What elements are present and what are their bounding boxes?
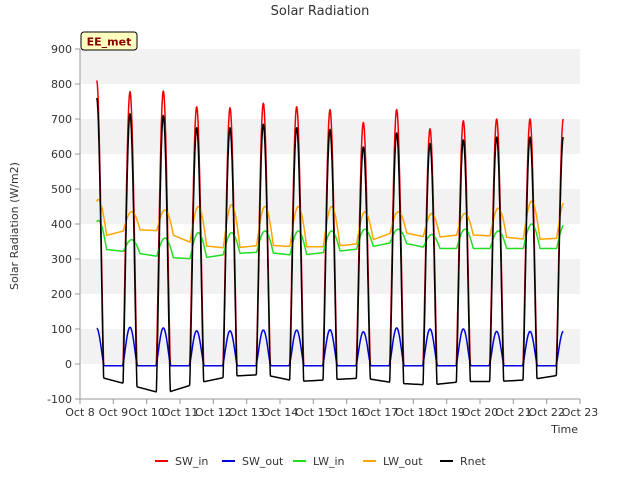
series-line-lw-in — [96, 219, 564, 260]
grid-band — [80, 49, 580, 84]
y-tick-label: 300 — [51, 253, 72, 266]
grid-band — [80, 154, 580, 189]
grid-band — [80, 189, 580, 224]
y-axis-label: Solar Radiation (W/m2) — [8, 162, 21, 290]
grid-band — [80, 259, 580, 294]
grid-band — [80, 329, 580, 364]
x-tick-label: Oct 16 — [328, 406, 365, 419]
grid-band — [80, 119, 580, 154]
y-tick-label: 200 — [51, 288, 72, 301]
legend-label: SW_in — [175, 455, 208, 468]
y-tick-label: 800 — [51, 78, 72, 91]
legend: SW_in SW_out LW_in LW_out Rnet — [155, 455, 486, 468]
x-tick-label: Oct 22 — [528, 406, 565, 419]
series-line-lw-out — [96, 198, 565, 249]
x-tick-label: Oct 13 — [228, 406, 265, 419]
legend-label: Rnet — [460, 455, 486, 468]
x-tick-label: Oct 21 — [495, 406, 532, 419]
x-axis-label: Time — [550, 423, 578, 436]
y-tick-label: 400 — [51, 218, 72, 231]
annotation-box — [80, 31, 138, 51]
grid-band — [80, 294, 580, 329]
x-tick-label: Oct 20 — [462, 406, 499, 419]
y-tick-label: -100 — [47, 393, 72, 406]
chart-title: Solar Radiation — [271, 4, 370, 19]
y-tick-label: 0 — [65, 358, 72, 371]
x-tick-label: Oct 11 — [162, 406, 199, 419]
series-layer — [95, 80, 565, 393]
x-tick-label: Oct 18 — [395, 406, 432, 419]
y-tick-label: 500 — [51, 183, 72, 196]
x-tick-label: Oct 10 — [128, 406, 165, 419]
annotation-text: EE_met — [87, 36, 132, 49]
y-tick-label: 900 — [51, 43, 72, 56]
y-tick-label: 100 — [51, 323, 72, 336]
legend-label: LW_out — [383, 455, 423, 468]
grid-bands — [80, 49, 580, 399]
x-tick-label: Oct 14 — [262, 406, 299, 419]
legend-label: SW_out — [242, 455, 284, 468]
x-tick-label: Oct 19 — [428, 406, 465, 419]
x-tick-label: Oct 15 — [295, 406, 332, 419]
x-tick-label: Oct 17 — [362, 406, 399, 419]
x-tick-label: Oct 12 — [195, 406, 232, 419]
y-tick-label: 600 — [51, 148, 72, 161]
y-tick-label: 700 — [51, 113, 72, 126]
ee-met-annotation: EE_met — [80, 31, 138, 51]
x-tick-label: Oct 8 — [65, 406, 95, 419]
series-line-sw-out — [96, 326, 564, 367]
legend-label: LW_in — [313, 455, 345, 468]
series-line-rnet — [95, 97, 565, 393]
grid-band — [80, 364, 580, 399]
grid-band — [80, 224, 580, 259]
x-tick-label: Oct 23 — [562, 406, 599, 419]
axes: -100 0 100 200 300 400 500 600 700 800 900 Oct 8 Oct… — [47, 43, 598, 419]
x-tick-label: Oct 9 — [99, 406, 129, 419]
